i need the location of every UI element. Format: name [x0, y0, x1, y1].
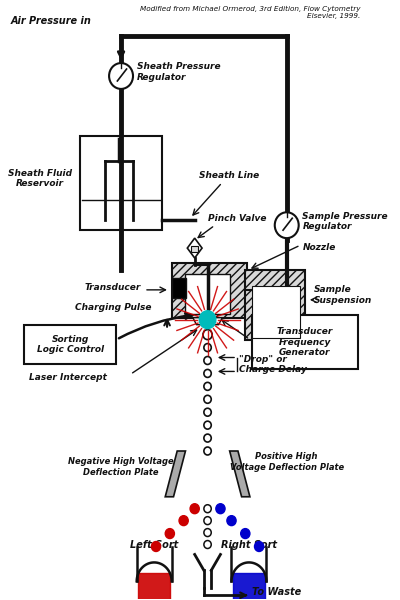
Bar [191, 246, 198, 252]
Circle shape [179, 515, 188, 526]
Circle shape [216, 504, 225, 514]
Text: Sheath Pressure
Regulator: Sheath Pressure Regulator [137, 62, 220, 82]
Bar [186, 274, 230, 314]
Text: To Waste: To Waste [252, 587, 301, 597]
Text: "Drop" or
Charge Delay: "Drop" or Charge Delay [239, 355, 307, 374]
Text: Transducer: Transducer [84, 283, 141, 292]
Text: Negative High Voltage
Deflection Plate: Negative High Voltage Deflection Plate [68, 457, 174, 476]
Polygon shape [193, 318, 222, 325]
Bar [252, 286, 300, 338]
Text: Transducer
Frequency
Generator: Transducer Frequency Generator [276, 327, 333, 357]
Text: Sheath Fluid
Reservoir: Sheath Fluid Reservoir [8, 169, 72, 188]
Circle shape [165, 529, 174, 539]
Circle shape [190, 504, 199, 514]
Text: Positive High
Voltage Deflection Plate: Positive High Voltage Deflection Plate [230, 452, 344, 472]
Circle shape [152, 542, 161, 551]
Text: Sample Pressure
Regulator: Sample Pressure Regulator [302, 212, 388, 231]
Circle shape [109, 63, 133, 89]
Circle shape [275, 212, 299, 238]
Text: Modified from Michael Ormerod, 3rd Edition, Flow Cytometry
Elsevier, 1999.: Modified from Michael Ormerod, 3rd Editi… [140, 7, 360, 19]
Circle shape [241, 529, 250, 539]
Bar [172, 263, 247, 318]
Bar [172, 278, 186, 298]
Polygon shape [187, 238, 202, 258]
Circle shape [254, 542, 264, 551]
Text: Charging Pulse: Charging Pulse [75, 303, 152, 312]
Text: Air Pressure in: Air Pressure in [10, 16, 92, 26]
Circle shape [227, 515, 236, 526]
Text: Right Sort: Right Sort [221, 539, 277, 550]
Text: Pinch Valve: Pinch Valve [208, 214, 267, 223]
Bar [80, 136, 162, 230]
Polygon shape [230, 451, 250, 497]
Text: Sheath Line: Sheath Line [199, 171, 260, 180]
Polygon shape [165, 451, 186, 497]
Bar [252, 315, 358, 370]
Text: Left Sort: Left Sort [130, 539, 178, 550]
Text: Sample
Suspension: Sample Suspension [314, 285, 372, 305]
Text: Laser Intercept: Laser Intercept [29, 373, 107, 382]
Circle shape [199, 311, 216, 329]
Text: Nozzle: Nozzle [302, 242, 336, 251]
Text: Sorting
Logic Control: Sorting Logic Control [37, 335, 104, 354]
Bar [24, 325, 116, 364]
Bar [245, 270, 305, 340]
